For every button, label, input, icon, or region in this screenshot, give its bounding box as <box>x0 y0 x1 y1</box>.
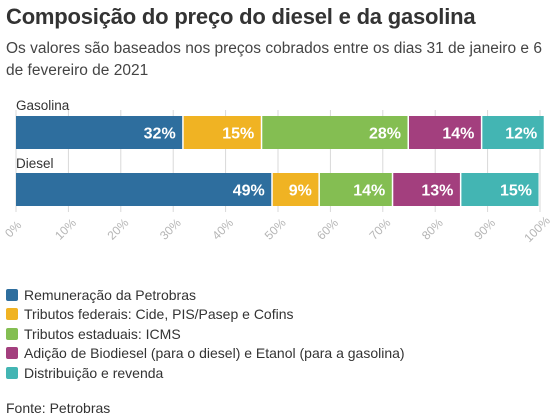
x-tick-label: 70% <box>367 216 394 243</box>
data-label: 15% <box>500 183 532 200</box>
legend: Remuneração da Petrobras Tributos federai… <box>6 285 405 383</box>
x-tick-label: 40% <box>209 216 236 243</box>
legend-label: Adição de Biodiesel (para o diesel) e Et… <box>24 345 405 362</box>
data-label: 32% <box>144 126 176 143</box>
source-note: Fonte: Petrobras <box>6 400 111 416</box>
x-tick-label: 0% <box>2 218 24 240</box>
x-tick-label: 20% <box>105 216 132 243</box>
stacked-bar-chart: Gasolina 32% 15% 28% 14% 12% Diesel 49% 9% 14% 13%… <box>2 98 553 245</box>
x-axis-ticks: 0% 10% 20% 30% 40% 50% 60% 70% 80% 90% 100% <box>2 213 553 245</box>
legend-item: Remuneração da Petrobras <box>6 285 405 305</box>
x-tick-label: 90% <box>471 216 498 243</box>
legend-swatch <box>6 308 18 321</box>
bar-segment <box>409 116 481 149</box>
data-label: 9% <box>289 183 312 200</box>
x-tick-label: 80% <box>419 216 446 243</box>
data-label: 14% <box>442 126 474 143</box>
x-tick-label: 100% <box>521 213 553 245</box>
legend-swatch <box>6 288 18 301</box>
legend-swatch <box>6 327 18 340</box>
x-tick-label: 50% <box>262 216 289 243</box>
legend-swatch <box>6 347 18 360</box>
legend-swatch <box>6 366 18 379</box>
category-label: Diesel <box>16 156 54 171</box>
legend-label: Tributos estaduais: ICMS <box>24 325 181 342</box>
x-tick-label: 10% <box>52 216 79 243</box>
category-label: Gasolina <box>16 98 70 113</box>
bar-segment <box>319 173 392 206</box>
bar-segment <box>183 116 261 149</box>
data-label: 15% <box>222 126 254 143</box>
data-label: 14% <box>353 183 385 200</box>
chart-subtitle: Os valores são baseados nos preços cobra… <box>6 40 542 79</box>
bar-segment <box>16 173 272 206</box>
legend-label: Tributos federais: Cide, PIS/Pasep e Cof… <box>24 306 294 323</box>
bar-segment <box>272 173 319 206</box>
data-label: 12% <box>505 126 537 143</box>
data-label: 28% <box>369 126 401 143</box>
data-label: 13% <box>421 183 453 200</box>
bar-rows: Gasolina 32% 15% 28% 14% 12% Diesel 49% 9% 14% 13%… <box>16 98 544 206</box>
legend-item: Tributos estaduais: ICMS <box>6 324 405 344</box>
bar-segment <box>16 116 183 149</box>
bar-segment <box>262 116 408 149</box>
bar-segment <box>461 173 539 206</box>
x-tick-label: 60% <box>314 216 341 243</box>
chart-title: Composição do preço do diesel e da gasol… <box>6 4 476 29</box>
legend-item: Distribuição e revenda <box>6 363 405 383</box>
data-label: 49% <box>233 183 265 200</box>
x-tick-label: 30% <box>157 216 184 243</box>
legend-item: Tributos federais: Cide, PIS/Pasep e Cof… <box>6 305 405 325</box>
legend-label: Remuneração da Petrobras <box>24 286 196 303</box>
legend-item: Adição de Biodiesel (para o diesel) e Et… <box>6 344 405 364</box>
bar-segment <box>482 116 544 149</box>
legend-label: Distribuição e revenda <box>24 364 164 381</box>
bar-segment <box>393 173 460 206</box>
